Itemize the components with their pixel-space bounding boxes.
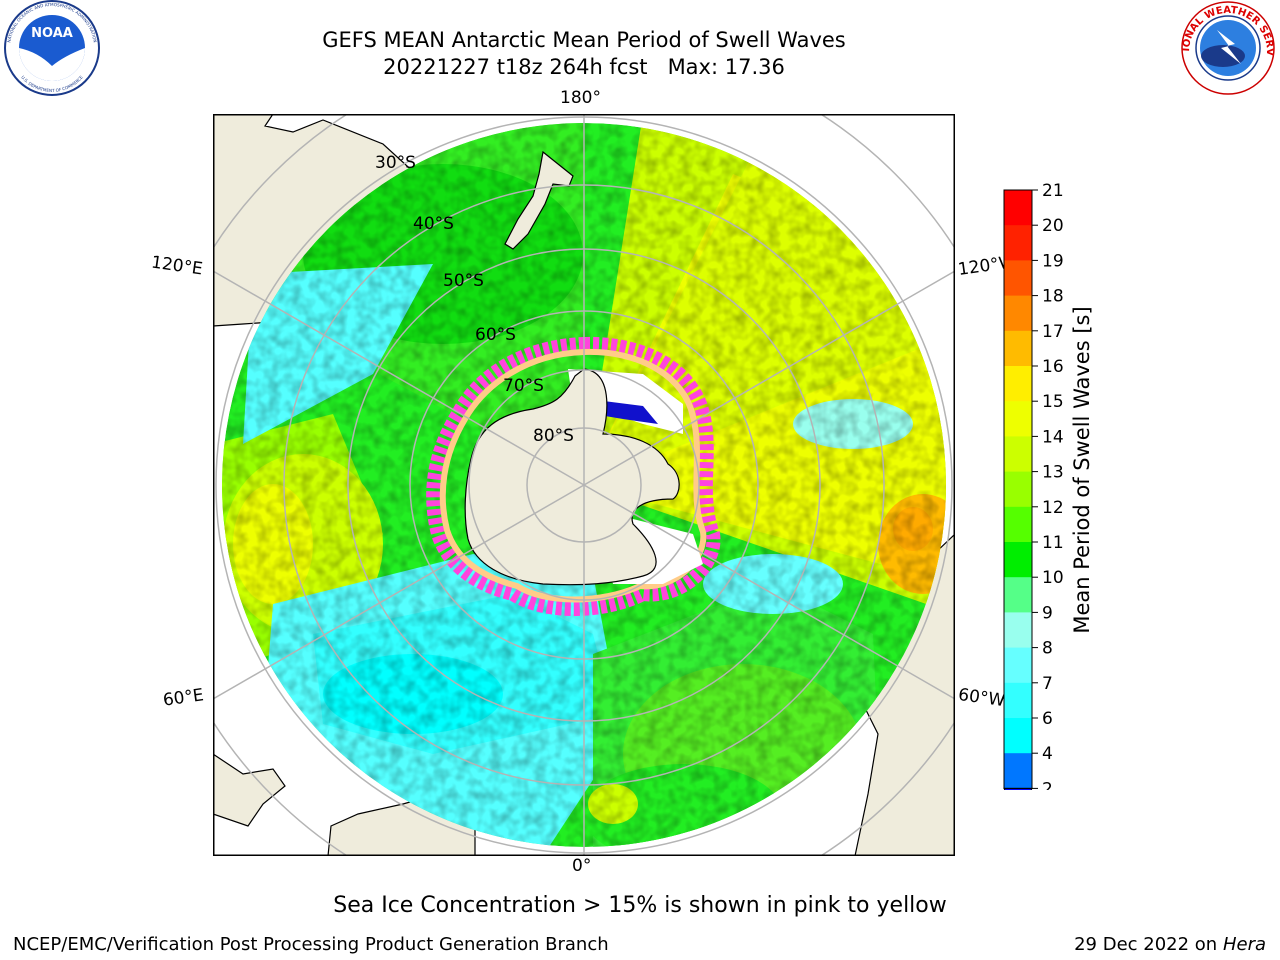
graticule xyxy=(213,114,955,856)
colorbar-bin xyxy=(1004,295,1032,332)
colorbar-tick-label: 11 xyxy=(1042,533,1064,553)
colorbar-tick-label: 7 xyxy=(1042,674,1053,694)
colorbar-bin xyxy=(1004,260,1032,297)
colorbar-bin xyxy=(1004,542,1032,578)
colorbar-tick-label: 19 xyxy=(1042,251,1064,271)
chart-subtitle: 20221227 t18z 264h fcst Max: 17.36 xyxy=(383,55,785,79)
chart-title: GEFS MEAN Antarctic Mean Period of Swell… xyxy=(322,28,846,52)
colorbar-bin xyxy=(1004,612,1032,649)
footer-date-text: 29 Dec 2022 on xyxy=(1074,934,1218,955)
lat-label-60s: 60°S xyxy=(475,325,516,345)
colorbar-tick-label: 21 xyxy=(1042,181,1064,201)
colorbar-tick-label: 15 xyxy=(1042,392,1064,412)
colorbar-tick-label: 18 xyxy=(1042,287,1064,307)
colorbar-label: Mean Period of Swell Waves [s] xyxy=(1070,306,1094,634)
lat-label-70s: 70°S xyxy=(503,376,544,396)
colorbar-tick-label: 17 xyxy=(1042,322,1064,342)
colorbar-tick-label: 14 xyxy=(1042,427,1064,447)
colorbar-tick-label: 13 xyxy=(1042,463,1064,483)
lat-label-30s: 30°S xyxy=(375,153,416,173)
map-frame xyxy=(213,114,955,856)
colorbar-bin xyxy=(1004,366,1032,402)
colorbar-tick-label: 8 xyxy=(1042,639,1053,659)
colorbar-tick-label: 2 xyxy=(1042,779,1053,790)
colorbar-tick-label: 12 xyxy=(1042,498,1064,518)
colorbar-tick-label: 10 xyxy=(1042,568,1064,588)
noaa-logo: NOAA NATIONAL OCEANIC AND ATMOSPHERIC AD… xyxy=(4,0,100,96)
colorbar-bin xyxy=(1004,577,1032,613)
colorbar-tick-label: 20 xyxy=(1042,216,1064,236)
colorbar-bin xyxy=(1004,225,1032,261)
colorbar-bin xyxy=(1004,190,1032,226)
colorbar-bin xyxy=(1004,718,1032,754)
lon-label-180: 180° xyxy=(560,88,601,108)
colorbar-bin xyxy=(1004,682,1032,719)
footer-branch: NCEP/EMC/Verification Post Processing Pr… xyxy=(13,934,609,955)
lat-label-50s: 50°S xyxy=(443,271,484,291)
colorbar-bin xyxy=(1004,753,1032,789)
colorbar: 2 4 6 7 8 9 10 11 12 13 14 15 16 17 18 19 20 21 xyxy=(1003,181,1064,790)
colorbar-bin xyxy=(1004,647,1032,684)
colorbar-outline xyxy=(1003,189,1033,789)
colorbar-bin xyxy=(1004,401,1032,437)
lon-label-0: 0° xyxy=(572,856,592,876)
polar-map: 30°S 40°S 50°S 60°S 70°S 80°S xyxy=(213,114,955,856)
sea-ice-caption: Sea Ice Concentration > 15% is shown in … xyxy=(333,893,947,918)
nws-logo: NATIONAL WEATHER SERVICE xyxy=(1177,0,1275,95)
colorbar-bin xyxy=(1004,330,1032,367)
noaa-logo-text: NOAA xyxy=(31,26,73,41)
lon-label-120e: 120°E xyxy=(149,252,204,280)
colorbar-tick-label: 16 xyxy=(1042,357,1064,377)
lat-label-40s: 40°S xyxy=(413,214,454,234)
colorbar-tick-label: 4 xyxy=(1042,744,1053,764)
lat-label-80s: 80°S xyxy=(533,426,574,446)
new-zealand-land xyxy=(504,150,574,250)
colorbar-bin xyxy=(1004,471,1032,508)
footer-date: 29 Dec 2022 on Hera xyxy=(1074,934,1266,955)
colorbar-tick-label: 6 xyxy=(1042,709,1053,729)
colorbar-bin xyxy=(1004,506,1032,543)
colorbar-tick-label: 9 xyxy=(1042,603,1053,623)
colorbar-bin xyxy=(1004,436,1032,473)
footer-host: Hera xyxy=(1222,934,1266,955)
lon-label-60e: 60°E xyxy=(161,685,205,711)
